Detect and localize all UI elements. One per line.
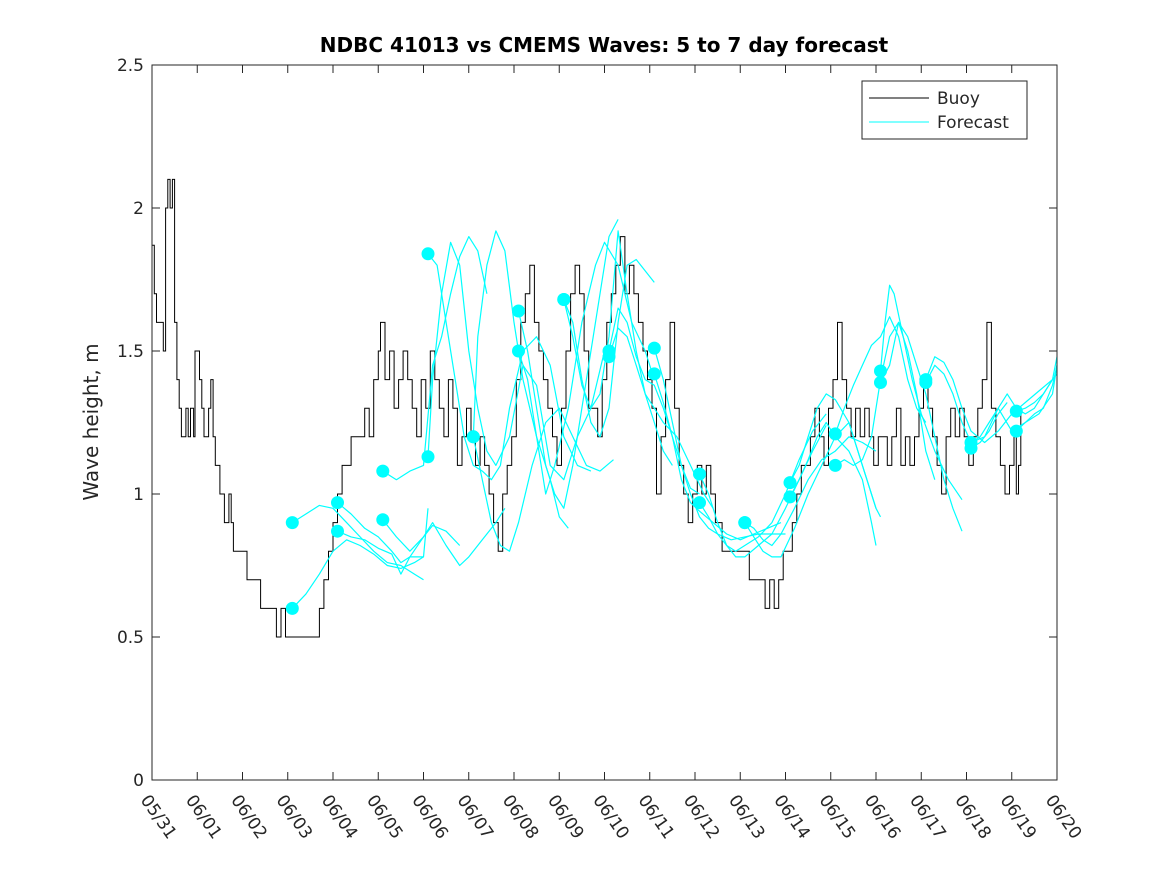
forecast-start-marker-9 [466,430,480,444]
legend-label-forecast: Forecast [937,113,1009,133]
legend: Buoy Forecast [861,80,1028,140]
chart-title: NDBC 41013 vs CMEMS Waves: 5 to 7 day fo… [320,33,889,57]
y-tick-label-0: 0 [133,771,144,791]
forecast-run-32 [1016,373,1058,412]
forecast-run-7 [427,241,606,481]
forecast-start-marker-18 [693,467,706,481]
y-tick-label-3: 1.5 [117,342,144,362]
forecast-run-12 [563,258,655,438]
y-tick-label-5: 2.5 [117,56,144,76]
forecast-run-28 [925,356,1053,444]
forecast-start-marker-31 [964,441,978,455]
forecast-run-26 [879,284,963,501]
forecast-start-marker-6 [421,247,435,261]
forecast-run-8 [472,230,569,529]
forecast-run-20 [744,436,877,547]
forecast-start-marker-10 [512,304,525,318]
forecast-start-marker-19 [693,496,706,510]
forecast-start-marker-13 [557,293,571,306]
y-tick-label-1: 0.5 [117,628,144,648]
forecast-start-marker-32 [1009,404,1023,418]
forecast-start-marker-4 [376,464,390,478]
forecast-run-5 [382,507,506,567]
forecast-start-marker-7 [421,450,435,464]
forecast-run-4 [382,236,488,481]
buoy-line [152,178,1022,638]
forecast-start-marker-21 [738,516,752,530]
forecast-run-6 [427,253,592,481]
forecast-start-marker-22 [783,476,797,490]
forecast-run-13 [563,230,673,466]
forecast-start-marker-11 [512,344,525,358]
forecast-start-marker-17 [647,367,661,381]
legend-box [861,80,1028,140]
forecast-markers [285,247,1023,615]
forecast-start-marker-23 [783,490,797,504]
forecast-start-marker-24 [828,427,842,441]
forecast-run-33 [1015,365,1058,432]
y-axis-ticks: 0 0.5 1 1.5 2 2.5 [117,56,1057,791]
y-axis-title: Wave height, m [79,343,103,500]
forecast-run-19 [698,413,827,552]
forecast-start-marker-0 [285,516,299,530]
forecast-start-marker-1 [285,601,299,615]
forecast-run-10 [517,219,619,509]
y-tick-label-2: 1 [133,485,144,505]
forecast-run-3 [337,508,429,575]
forecast-run-0 [291,504,424,581]
forecast-start-marker-27 [874,376,887,389]
forecast-start-marker-15 [602,350,616,364]
forecast-start-marker-2 [331,496,344,510]
forecast-run-17 [653,373,782,541]
forecast-start-marker-16 [647,341,661,355]
legend-label-buoy: Buoy [937,89,980,109]
forecast-start-marker-26 [874,364,887,378]
forecast-start-marker-3 [331,524,344,538]
forecast-start-marker-25 [828,458,842,472]
forecast-start-marker-33 [1009,424,1023,438]
buoy-series [152,178,1022,638]
forecast-run-2 [337,502,461,564]
y-tick-label-4: 2 [133,199,144,219]
forecast-start-marker-5 [376,513,390,527]
forecast-run-22 [789,393,882,518]
forecast-start-marker-29 [919,376,933,389]
forecast-run-24 [834,316,927,435]
forecast-run-9 [472,407,614,552]
